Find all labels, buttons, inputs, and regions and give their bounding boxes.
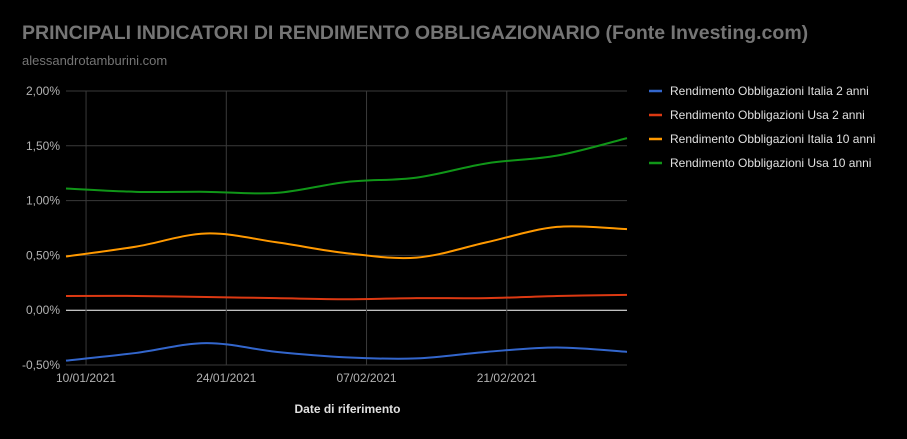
legend-label: Rendimento Obbligazioni Usa 2 anni — [670, 108, 865, 122]
x-tick-label: 24/01/2021 — [196, 371, 256, 385]
y-tick-label: 2,00% — [26, 84, 60, 98]
legend-label: Rendimento Obbligazioni Usa 10 anni — [670, 156, 871, 170]
series-layer — [65, 137, 628, 362]
legend-label: Rendimento Obbligazioni Italia 10 anni — [670, 132, 875, 146]
chart-title: PRINCIPALI INDICATORI DI RENDIMENTO OBBL… — [22, 22, 809, 44]
legend: Rendimento Obbligazioni Italia 2 anni Ren… — [649, 84, 875, 170]
series-line-3 — [65, 225, 628, 260]
x-tick-label: 07/02/2021 — [337, 371, 397, 385]
series-line-1 — [65, 342, 628, 362]
x-tick-label: 21/02/2021 — [477, 371, 537, 385]
label-layer: 2,00% 1,50% 1,00% 0,50% 0,00% -0,50%10/01/202… — [22, 84, 537, 416]
y-tick-label: 1,50% — [26, 139, 60, 153]
y-tick-label: 0,00% — [26, 303, 60, 317]
legend-label: Rendimento Obbligazioni Italia 2 anni — [670, 84, 869, 98]
y-tick-label: 0,50% — [26, 248, 60, 262]
x-axis-title: Date di riferimento — [294, 402, 400, 416]
x-tick-label: 10/01/2021 — [56, 371, 116, 385]
chart-subtitle: alessandrotamburini.com — [22, 53, 168, 68]
series-line-2 — [65, 293, 628, 301]
grid-layer — [66, 90, 627, 366]
series-line-4 — [65, 137, 628, 195]
y-tick-label: 1,00% — [26, 194, 60, 208]
y-tick-label: -0,50% — [22, 358, 60, 372]
